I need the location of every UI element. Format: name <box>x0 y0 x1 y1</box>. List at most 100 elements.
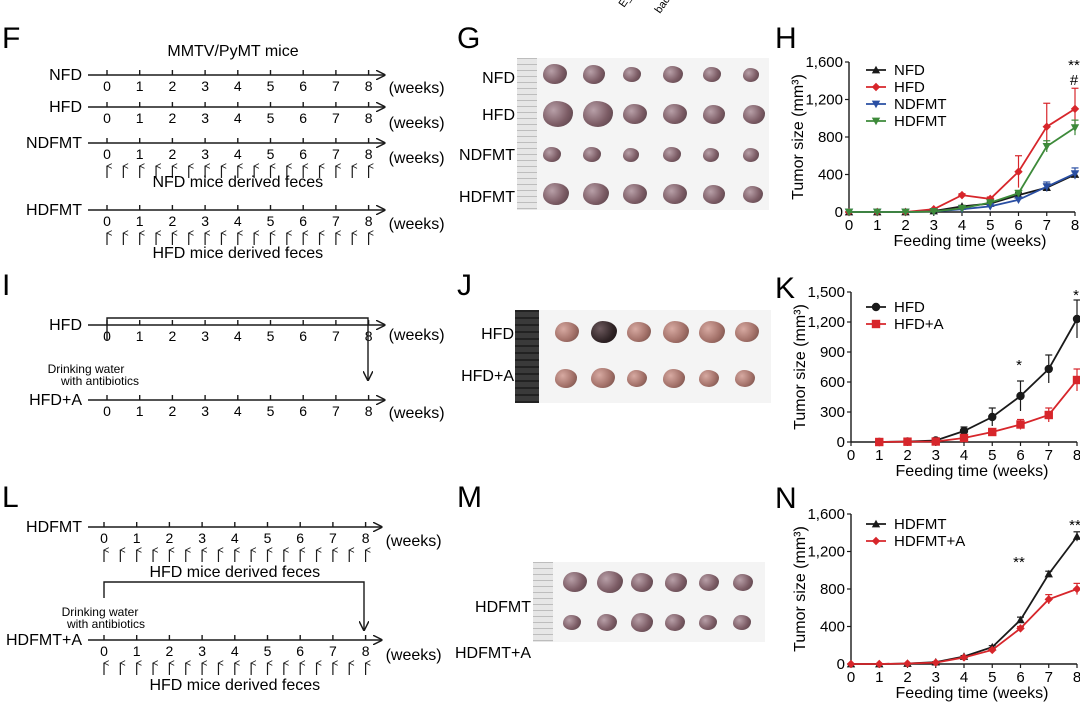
panel-letter-j: J <box>457 269 472 302</box>
timeline-tick-label: 1 <box>136 213 144 229</box>
x-tick-label: 8 <box>1073 447 1080 464</box>
timeline-tick-label: 2 <box>169 146 177 162</box>
photo-row-label: HDFMT+A <box>455 645 531 662</box>
timeline-row-label: NFD <box>49 67 82 84</box>
timeline-tick-label: 0 <box>103 403 111 419</box>
timeline-group-f: NFD 0 1 2 3 4 5 6 7 8 (weeks) HFD 0 1 2 3 4 5 6 7 8 (weeks) ND… <box>26 67 445 262</box>
data-point <box>988 427 997 437</box>
timeline-tick-label: 0 <box>100 530 108 546</box>
panel-letter-m: M <box>457 481 482 514</box>
data-point <box>1072 584 1080 594</box>
data-point <box>871 117 881 126</box>
data-point <box>1044 410 1053 420</box>
timeline-row-label: HDFMT+A <box>6 632 82 649</box>
timeline-tick-label: 2 <box>166 530 174 546</box>
tumor-sample <box>563 615 581 631</box>
data-point <box>871 519 881 528</box>
tumor-sample <box>699 321 725 344</box>
tumor-sample <box>597 571 623 594</box>
x-tick-label: 4 <box>960 447 968 464</box>
x-axis-label: Feeding time (weeks) <box>896 685 1049 702</box>
ruler-image <box>533 562 553 642</box>
legend-label: HDFMT <box>894 113 947 130</box>
data-point <box>1044 364 1053 374</box>
timeline-tick-label: 7 <box>332 213 340 229</box>
data-point <box>871 65 881 74</box>
timeline-tick-label: 6 <box>299 110 307 126</box>
y-tick-label: 0 <box>837 434 845 451</box>
timeline-tick-label: 6 <box>296 643 304 659</box>
timeline-tick-label: 8 <box>365 146 373 162</box>
tumor-sample <box>699 574 719 591</box>
timeline-tick-label: 6 <box>299 146 307 162</box>
tumor-sample <box>543 183 569 206</box>
weeks-unit-label: (weeks) <box>389 405 445 422</box>
y-tick-label: 0 <box>835 204 843 221</box>
x-tick-label: 5 <box>988 447 996 464</box>
significance-mark: * <box>1016 357 1022 374</box>
weeks-unit-label: (weeks) <box>389 115 445 132</box>
timeline-row-label: HFD <box>49 99 82 116</box>
photo-row-label: HDFMT <box>459 189 515 206</box>
timeline-tick-label: 5 <box>264 530 272 546</box>
data-point <box>1070 104 1080 114</box>
timeline-tick-label: 4 <box>231 530 239 546</box>
tumor-sample <box>663 104 687 125</box>
tumor-sample <box>583 101 613 127</box>
timeline-tick-label: 6 <box>296 530 304 546</box>
feces-note: HFD mice derived feces <box>149 564 320 581</box>
photo-row-label: NDFMT <box>459 147 515 164</box>
data-point <box>1042 143 1051 151</box>
tumor-sample <box>733 574 753 591</box>
antibiotics-text: with antibiotics <box>66 617 145 631</box>
data-point <box>929 208 938 216</box>
x-tick-label: 6 <box>1016 447 1024 464</box>
series-hdfmt-a <box>846 582 1080 669</box>
data-point <box>1014 189 1023 198</box>
timeline-tick-label: 5 <box>267 213 275 229</box>
tumor-sample <box>665 614 685 631</box>
timeline-tick-label: 1 <box>133 530 141 546</box>
tumor-sample <box>583 147 601 163</box>
timeline-tick-label: 3 <box>201 78 209 94</box>
y-tick-label: 1,600 <box>805 54 843 71</box>
data-point <box>957 204 967 213</box>
timeline-tick-label: 3 <box>198 530 206 546</box>
data-point <box>901 208 910 217</box>
weeks-unit-label: (weeks) <box>389 80 445 97</box>
timeline-tick-label: 6 <box>299 213 307 229</box>
tumor-sample <box>703 148 719 162</box>
tumor-sample <box>631 613 653 632</box>
data-point <box>871 82 881 92</box>
timeline-tick-label: 0 <box>103 213 111 229</box>
photo-row-label: HFD <box>482 107 515 124</box>
timeline-tick-label: 4 <box>234 328 242 344</box>
y-tick-label: 300 <box>820 404 845 421</box>
panel-letter-g: G <box>457 22 480 55</box>
data-point <box>1016 624 1025 633</box>
weeks-unit-label: (weeks) <box>386 647 442 664</box>
timeline-tick-label: 7 <box>332 146 340 162</box>
legend-label: HFD <box>894 79 925 96</box>
timeline-tick-label: 7 <box>332 403 340 419</box>
y-axis-label: Tumor size (mm³) <box>792 526 809 652</box>
legend-label: NFD <box>894 62 925 79</box>
series-line <box>849 126 1076 213</box>
timeline-tick-label: 5 <box>264 643 272 659</box>
timeline-tick-label: 1 <box>136 110 144 126</box>
tumor-sample <box>703 105 725 124</box>
significance-mark: # <box>1070 72 1079 89</box>
x-tick-label: 1 <box>873 217 881 234</box>
timeline-tick-label: 2 <box>166 643 174 659</box>
tumor-sample <box>627 370 647 387</box>
timeline-row-label: HDFMT <box>26 202 82 219</box>
panel-letter-f: F <box>2 22 20 55</box>
feces-note: HFD mice derived feces <box>152 245 323 262</box>
timeline-tick-label: 2 <box>169 403 177 419</box>
timeline-tick-label: 0 <box>103 146 111 162</box>
timeline-tick-label: 5 <box>267 146 275 162</box>
tumor-sample <box>623 148 639 162</box>
timeline-tick-label: 1 <box>136 146 144 162</box>
data-point <box>903 659 912 668</box>
significance-mark: ** <box>1069 517 1080 534</box>
